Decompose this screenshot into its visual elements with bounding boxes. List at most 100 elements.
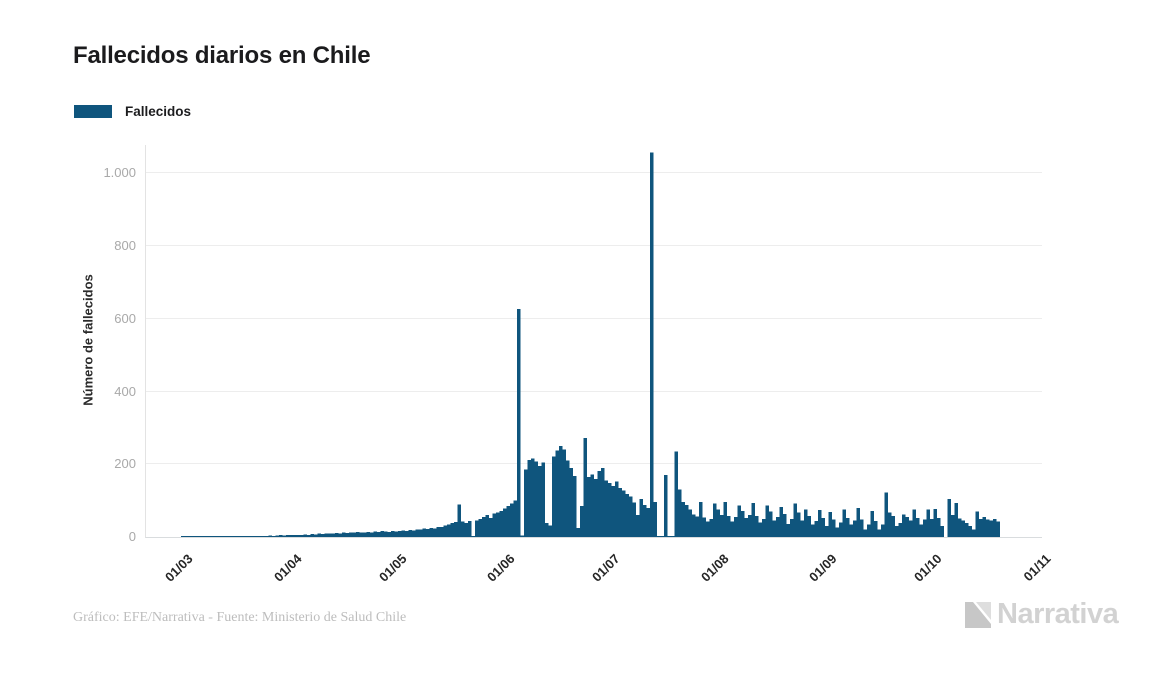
bar	[940, 526, 945, 537]
bar	[909, 520, 913, 537]
bar	[884, 492, 889, 537]
bar	[195, 536, 199, 537]
x-tick-label: 01/09	[806, 551, 840, 585]
bar	[590, 474, 595, 537]
x-tick-label: 01/10	[911, 551, 945, 585]
bar	[842, 509, 847, 537]
source-credit: Gráfico: EFE/Narrativa - Fuente: Ministe…	[73, 610, 407, 625]
bar	[552, 456, 556, 537]
bar	[814, 521, 819, 537]
bar	[594, 478, 598, 537]
bar	[426, 529, 430, 537]
x-tick-label: 01/06	[484, 551, 518, 585]
bar	[968, 526, 973, 537]
plot-area	[145, 145, 1042, 538]
bar	[632, 502, 637, 537]
bar	[734, 517, 738, 537]
bar	[874, 521, 878, 537]
bar	[531, 458, 535, 537]
bar	[772, 520, 777, 537]
bar	[629, 496, 633, 537]
narrativa-logo-icon	[965, 601, 991, 628]
bar	[615, 481, 619, 537]
bar	[639, 498, 644, 537]
narrativa-logo: Narrativa	[963, 598, 1119, 631]
bar	[419, 529, 423, 537]
bar	[233, 536, 238, 537]
bar	[979, 518, 983, 537]
bars-layer	[181, 152, 1001, 537]
bar	[597, 470, 602, 537]
bar	[240, 536, 245, 537]
bar	[363, 532, 367, 537]
y-axis-ticks: 0 200 400 600 800 1.000	[60, 145, 136, 544]
bar	[954, 502, 959, 537]
bar	[184, 536, 189, 537]
bar	[415, 529, 420, 537]
bar	[888, 512, 892, 537]
bar	[205, 536, 210, 537]
bar	[216, 536, 220, 537]
bar	[534, 461, 539, 537]
bar	[513, 500, 518, 537]
bar	[370, 532, 374, 537]
bar	[832, 519, 836, 537]
y-tick-label: 400	[114, 383, 136, 399]
bar	[863, 529, 868, 537]
bar	[384, 531, 388, 537]
bar	[247, 536, 252, 537]
bar	[737, 505, 742, 537]
x-tick-label: 01/05	[375, 551, 410, 585]
bar	[510, 503, 514, 537]
bar	[559, 446, 563, 537]
bar	[947, 498, 952, 537]
bar	[692, 514, 696, 537]
bar	[881, 524, 885, 537]
bar	[373, 531, 378, 537]
bar	[338, 533, 343, 537]
bar	[314, 534, 318, 537]
bar	[569, 467, 574, 537]
bar	[608, 483, 612, 537]
bar	[681, 502, 686, 537]
bar	[769, 511, 773, 537]
bar	[877, 529, 882, 537]
bar	[485, 515, 490, 537]
bar	[331, 533, 336, 537]
bar	[587, 477, 591, 537]
bar	[751, 502, 756, 537]
bar	[744, 518, 749, 537]
bar	[580, 506, 584, 537]
bar	[688, 509, 693, 537]
x-tick-label: 01/04	[270, 551, 305, 585]
bar	[912, 509, 917, 537]
bar	[825, 526, 829, 537]
bar	[755, 515, 759, 537]
bar	[303, 534, 308, 537]
bar	[835, 527, 840, 537]
bar	[982, 517, 987, 537]
bar	[422, 528, 427, 537]
bar	[541, 462, 546, 537]
bar	[268, 535, 273, 537]
bar	[790, 518, 794, 537]
bar	[377, 531, 381, 537]
bar	[779, 507, 784, 537]
bar	[709, 518, 714, 537]
bar	[846, 518, 850, 537]
bar	[408, 530, 413, 537]
bar	[664, 475, 668, 537]
bar	[650, 152, 654, 537]
bar	[741, 510, 745, 537]
bar	[870, 510, 875, 537]
bar	[604, 480, 609, 537]
bar	[986, 519, 990, 537]
bar	[524, 469, 528, 537]
bar	[657, 536, 661, 537]
bar	[671, 536, 675, 537]
bar	[328, 533, 332, 537]
bar	[720, 515, 724, 537]
bar	[202, 536, 206, 537]
narrativa-logo-text: Narrativa	[997, 598, 1119, 630]
